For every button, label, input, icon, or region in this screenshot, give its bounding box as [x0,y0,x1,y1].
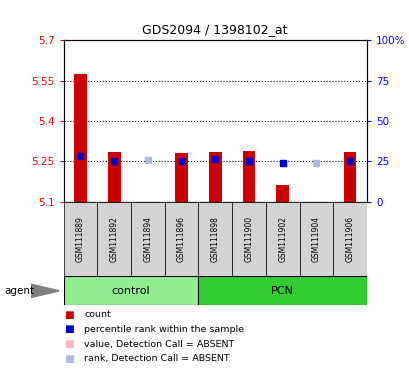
Bar [198,202,231,276]
Bar [130,202,164,276]
Bar [333,202,366,276]
Bar [63,202,97,276]
Text: count: count [84,310,110,319]
Text: PCN: PCN [271,286,293,296]
Polygon shape [31,284,59,298]
Text: GSM111896: GSM111896 [177,216,186,262]
Bar [299,202,333,276]
Text: percentile rank within the sample: percentile rank within the sample [84,325,243,334]
Text: GSM111906: GSM111906 [345,216,354,262]
Text: ■: ■ [63,324,73,334]
Text: GSM111904: GSM111904 [311,216,320,262]
Bar [63,276,198,305]
Bar [175,153,187,202]
Text: ■: ■ [63,354,73,364]
Text: GSM111894: GSM111894 [143,216,152,262]
Text: rank, Detection Call = ABSENT: rank, Detection Call = ABSENT [84,354,229,363]
Text: agent: agent [4,286,34,296]
Bar [97,202,130,276]
Bar [231,202,265,276]
Text: GSM111892: GSM111892 [109,216,118,262]
Bar [164,202,198,276]
Bar [198,276,366,305]
Text: GSM111902: GSM111902 [277,216,286,262]
Text: value, Detection Call = ABSENT: value, Detection Call = ABSENT [84,339,234,349]
Bar [74,74,87,202]
Bar [343,152,356,202]
Text: GSM111889: GSM111889 [76,216,85,262]
Text: control: control [111,286,150,296]
Text: ■: ■ [63,310,73,320]
Bar [276,185,288,202]
Text: GDS2094 / 1398102_at: GDS2094 / 1398102_at [142,23,287,36]
Bar [265,202,299,276]
Bar [108,152,120,202]
Text: GSM111898: GSM111898 [210,216,219,262]
Text: GSM111900: GSM111900 [244,216,253,262]
Bar [242,151,255,202]
Text: ■: ■ [63,339,73,349]
Bar [208,152,221,202]
